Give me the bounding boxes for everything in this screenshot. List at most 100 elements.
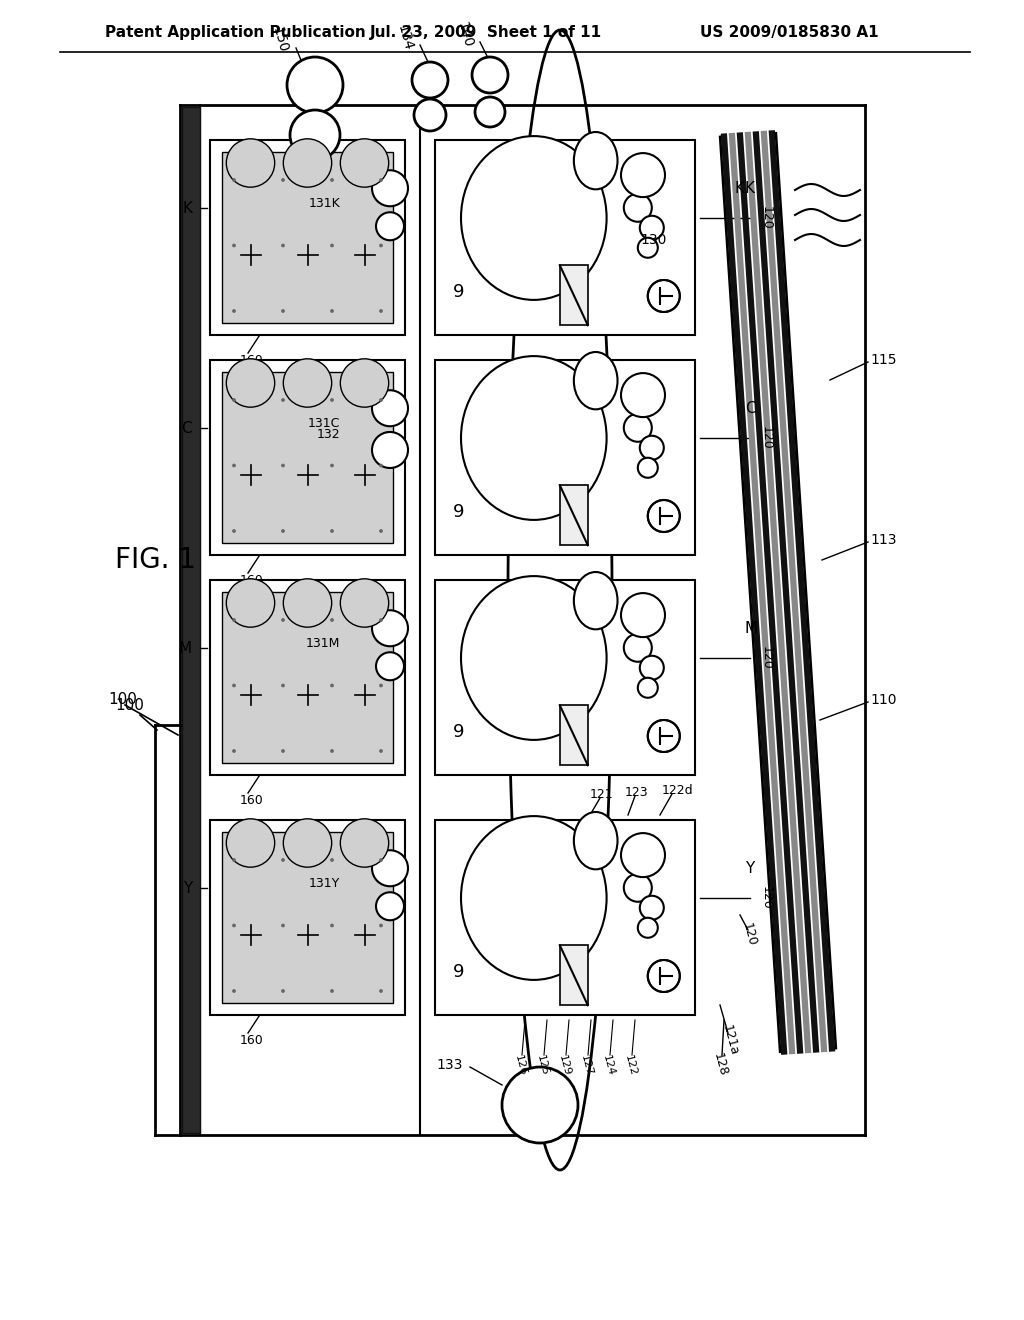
Circle shape [640, 896, 664, 920]
Circle shape [232, 465, 236, 467]
Text: 160: 160 [240, 793, 264, 807]
Circle shape [232, 619, 236, 622]
Circle shape [380, 619, 383, 622]
Text: 121a: 121a [720, 1023, 740, 1057]
Text: 9: 9 [453, 964, 465, 981]
Circle shape [331, 399, 334, 401]
Circle shape [282, 465, 285, 467]
Circle shape [380, 465, 383, 467]
Text: 150: 150 [269, 25, 290, 54]
Circle shape [372, 391, 408, 426]
Bar [210, 820, 406, 1015]
Text: 131M: 131M [305, 636, 340, 649]
Circle shape [232, 990, 236, 993]
Text: 131K: 131K [308, 197, 340, 210]
Circle shape [331, 465, 334, 467]
Text: 113: 113 [870, 533, 896, 546]
Circle shape [282, 309, 285, 313]
Circle shape [621, 833, 665, 876]
Bar [435, 820, 695, 1015]
Text: 160: 160 [240, 354, 264, 367]
Circle shape [282, 750, 285, 752]
Text: 123: 123 [625, 787, 648, 800]
Text: 121: 121 [590, 788, 613, 801]
Circle shape [226, 139, 274, 187]
Circle shape [624, 634, 652, 661]
Circle shape [376, 652, 404, 680]
Text: K: K [745, 181, 755, 197]
Circle shape [232, 858, 236, 862]
Text: 115: 115 [870, 352, 896, 367]
Circle shape [380, 309, 383, 313]
Circle shape [472, 57, 508, 92]
Text: 120: 120 [760, 206, 773, 230]
Circle shape [331, 529, 334, 532]
Ellipse shape [461, 576, 606, 741]
Circle shape [648, 960, 680, 993]
Circle shape [226, 578, 274, 627]
Circle shape [232, 244, 236, 247]
Circle shape [638, 917, 657, 937]
Circle shape [638, 458, 657, 478]
Circle shape [340, 818, 389, 867]
Circle shape [340, 578, 389, 627]
Text: 127: 127 [579, 1053, 594, 1077]
Circle shape [282, 858, 285, 862]
Text: 131Y: 131Y [309, 876, 340, 890]
Circle shape [376, 213, 404, 240]
Circle shape [380, 529, 383, 532]
Circle shape [380, 750, 383, 752]
Text: 132: 132 [316, 429, 340, 441]
Text: M: M [179, 640, 193, 656]
Circle shape [624, 874, 652, 902]
Circle shape [340, 139, 389, 187]
Ellipse shape [573, 132, 617, 189]
Ellipse shape [461, 356, 606, 520]
Circle shape [287, 57, 343, 114]
Circle shape [621, 153, 665, 197]
Circle shape [282, 924, 285, 927]
Text: 120: 120 [760, 886, 773, 909]
Bar [222, 372, 393, 543]
Bar [222, 591, 393, 763]
Text: 129: 129 [556, 1053, 571, 1077]
Bar [222, 152, 393, 323]
Text: 134: 134 [394, 24, 415, 53]
Text: FIG. 1: FIG. 1 [115, 546, 196, 574]
Circle shape [372, 850, 408, 886]
Circle shape [640, 656, 664, 680]
Text: US 2009/0185830 A1: US 2009/0185830 A1 [700, 25, 879, 41]
Circle shape [282, 619, 285, 622]
Ellipse shape [461, 136, 606, 300]
Circle shape [226, 359, 274, 407]
Text: 124: 124 [600, 1053, 615, 1077]
Circle shape [648, 500, 680, 532]
Circle shape [648, 280, 680, 312]
Text: 120: 120 [760, 426, 773, 450]
Text: 9: 9 [453, 282, 465, 301]
Text: 131C: 131C [307, 417, 340, 430]
Text: 120: 120 [760, 645, 773, 669]
Text: 122d: 122d [662, 784, 693, 797]
Circle shape [284, 818, 332, 867]
Circle shape [331, 750, 334, 752]
Text: 110: 110 [870, 693, 896, 708]
Text: 120: 120 [740, 921, 759, 948]
Circle shape [331, 619, 334, 622]
Circle shape [232, 399, 236, 401]
Circle shape [232, 924, 236, 927]
Circle shape [232, 750, 236, 752]
Circle shape [282, 399, 285, 401]
Circle shape [621, 374, 665, 417]
Circle shape [638, 677, 657, 698]
Text: Y: Y [182, 880, 193, 896]
Text: M: M [745, 622, 758, 636]
Circle shape [232, 684, 236, 686]
Text: K: K [182, 201, 193, 215]
Circle shape [232, 309, 236, 313]
Bar [560, 265, 588, 325]
Text: 140: 140 [455, 20, 475, 50]
Circle shape [475, 96, 505, 127]
Text: Patent Application Publication: Patent Application Publication [105, 25, 366, 41]
Circle shape [372, 610, 408, 647]
